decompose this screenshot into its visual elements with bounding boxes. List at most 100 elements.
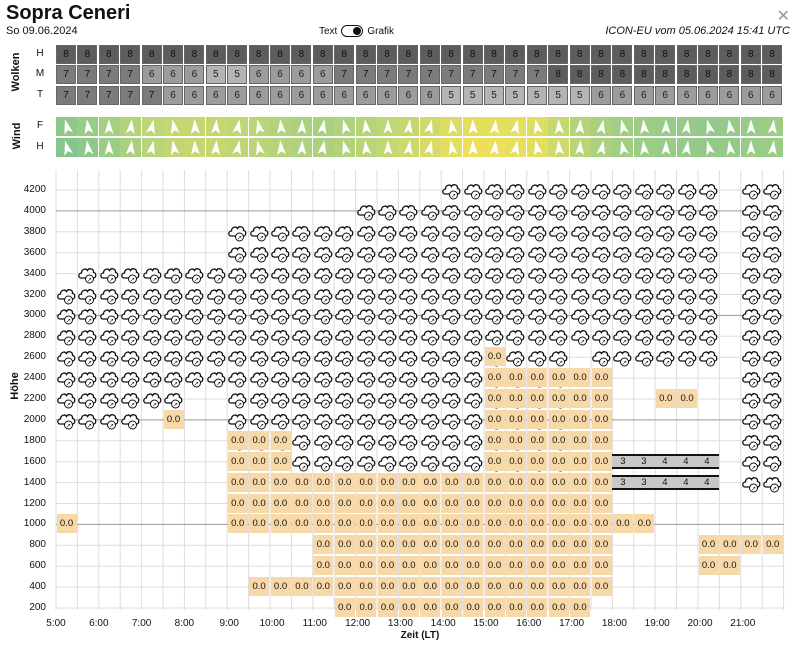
cloud-icon: ↗ [741, 180, 762, 201]
lift-value-cell: 0.0 [505, 556, 526, 576]
cloud-icon: ↗ [227, 410, 248, 431]
svg-text:↗: ↗ [130, 339, 135, 346]
svg-text:↗: ↗ [473, 276, 478, 283]
cloud-icon: ↗ [762, 410, 783, 431]
toggle-switch[interactable] [341, 25, 364, 37]
cloud-icon: ↗ [591, 285, 612, 306]
lift-value-cell: 0.0 [548, 368, 569, 388]
wind-arrow-icon [612, 117, 634, 136]
cloud-cell: 8 [312, 45, 333, 64]
cloud-icon: ↗ [591, 305, 612, 326]
lift-value-cell: 0.0 [356, 493, 377, 513]
svg-text:↗: ↗ [708, 339, 713, 346]
cloud-cell: 8 [505, 45, 526, 64]
svg-text:↗: ↗ [66, 339, 71, 346]
cloud-icon: ↗ [741, 410, 762, 431]
y-tick-label: 3400 [23, 267, 46, 279]
cloud-icon: ↗ [484, 243, 505, 264]
lift-value-cell: 0.0 [548, 598, 569, 617]
cloud-cell: 6 [312, 65, 333, 84]
lift-value-cell: 0.0 [548, 389, 569, 408]
cloud-cell: 8 [205, 45, 226, 64]
cloud-icon: ↗ [420, 410, 441, 431]
lift-value-cell: 0.0 [463, 535, 484, 555]
cloud-icon: ↗ [441, 389, 462, 410]
lift-value-cell: 0.0 [463, 556, 484, 576]
wind-arrow-icon [612, 138, 634, 157]
cloud-icon: ↗ [249, 222, 270, 243]
lift-value-cell: 0.0 [377, 535, 398, 555]
cloud-icon: ↗ [398, 201, 419, 222]
svg-text:↗: ↗ [387, 276, 392, 283]
lift-value-cell: 0.0 [505, 472, 526, 492]
svg-text:↗: ↗ [344, 276, 349, 283]
cloud-icon: ↗ [484, 201, 505, 222]
cloud-icon: ↗ [291, 222, 312, 243]
cloud-icon: ↗ [398, 222, 419, 243]
cloud-icon: ↗ [677, 285, 698, 306]
svg-text:↗: ↗ [259, 381, 264, 388]
svg-text:↗: ↗ [387, 213, 392, 220]
lift-value-cell: 0.0 [527, 430, 548, 450]
cloud-icon: ↗ [142, 368, 163, 389]
svg-text:↗: ↗ [280, 402, 285, 409]
cloud-icon: ↗ [377, 305, 398, 326]
cloud-icon: ↗ [741, 431, 762, 452]
wind-arrow-icon [270, 117, 291, 136]
svg-text:↗: ↗ [494, 234, 499, 241]
cloud-icon: ↗ [570, 264, 591, 285]
cloud-icon: ↗ [527, 201, 548, 222]
close-icon[interactable]: ✕ [776, 8, 790, 25]
cloud-cell: 8 [141, 45, 162, 64]
svg-text:↗: ↗ [387, 297, 392, 304]
svg-text:↗: ↗ [237, 422, 242, 429]
lift-value-cell: 0.0 [377, 556, 398, 576]
lift-value-cell: 0.0 [356, 472, 377, 492]
svg-text:↗: ↗ [537, 276, 542, 283]
svg-text:↗: ↗ [194, 276, 199, 283]
wind-arrow-icon [762, 138, 784, 157]
cloud-cell: 6 [270, 86, 290, 105]
y-tick-label: 2400 [23, 372, 46, 384]
cloud-icon: ↗ [655, 326, 676, 347]
view-toggle[interactable]: Text Grafik [319, 25, 394, 37]
svg-text:↗: ↗ [259, 276, 264, 283]
svg-text:↗: ↗ [451, 360, 456, 367]
cloud-icon: ↗ [741, 264, 762, 285]
svg-text:↗: ↗ [622, 297, 627, 304]
lift-value-cell: 0.0 [249, 472, 270, 492]
svg-text:↗: ↗ [408, 318, 413, 325]
svg-text:↗: ↗ [280, 234, 285, 241]
cloud-cell: 6 [248, 86, 269, 105]
cloud-icon: ↗ [77, 347, 98, 368]
cloud-icon: ↗ [334, 347, 355, 368]
cloud-cell: 7 [98, 86, 119, 105]
cloud-icon: ↗ [77, 326, 98, 347]
cloud-icon: ↗ [548, 285, 569, 306]
lift-value-cell: 0.0 [484, 368, 505, 388]
cloud-icon: ↗ [741, 368, 762, 389]
lift-value-cell: 0.0 [762, 535, 783, 555]
cloud-icon: ↗ [313, 222, 334, 243]
cloud-icon: ↗ [356, 326, 377, 347]
cloud-icon: ↗ [655, 243, 676, 264]
lift-value-cell: 0.0 [698, 556, 719, 576]
svg-text:↗: ↗ [387, 464, 392, 471]
wind-arrow-icon [633, 117, 655, 136]
svg-text:↗: ↗ [687, 318, 692, 325]
cloud-icon: ↗ [677, 222, 698, 243]
svg-text:↗: ↗ [580, 297, 585, 304]
lift-value-cell: 0.0 [527, 577, 548, 597]
cloud-icon: ↗ [377, 201, 398, 222]
svg-text:↗: ↗ [130, 276, 135, 283]
cloud-icon: ↗ [163, 264, 184, 285]
wind-arrow-icon [98, 138, 120, 157]
cloud-cell: 8 [163, 45, 183, 64]
cloud-cell: 8 [762, 65, 783, 84]
chart-x-axis-label: Zeit (LT) [400, 630, 440, 641]
cloud-cell: 5 [505, 86, 526, 105]
lift-value-cell: 0.0 [591, 556, 612, 576]
lift-value-cell: 0.0 [570, 493, 591, 513]
cloud-cell: 6 [698, 86, 718, 105]
y-tick-label: 2800 [23, 330, 46, 342]
